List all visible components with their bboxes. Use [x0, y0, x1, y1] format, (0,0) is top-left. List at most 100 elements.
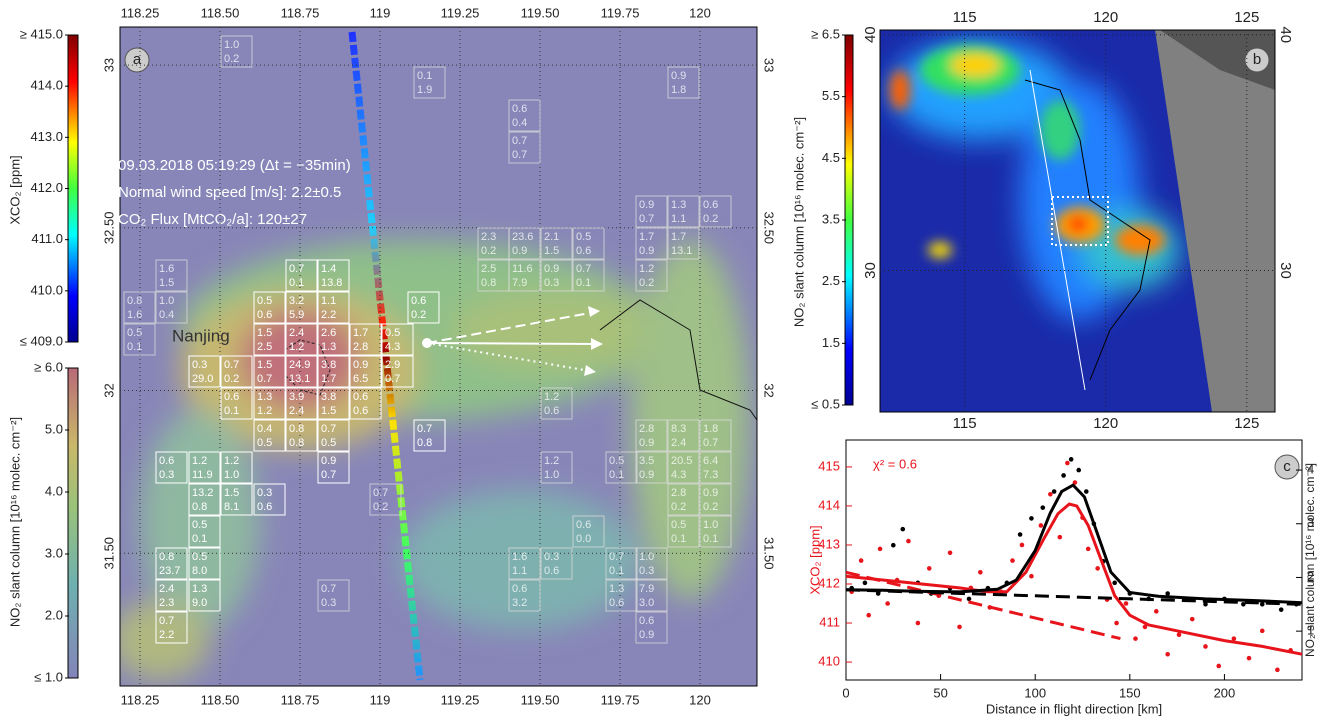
grid-cell: 0.70.7	[508, 131, 541, 164]
y-tick-label: 40	[1277, 26, 1294, 43]
cell-value: 0.7	[417, 423, 432, 435]
cell-value: 0.6	[512, 583, 527, 595]
cell-box	[540, 227, 573, 260]
cell-value: 0.3	[192, 359, 207, 371]
y-tick-label: 32	[762, 383, 777, 397]
data-point	[947, 550, 953, 556]
x-tick-label: 119	[370, 5, 391, 20]
cell-box	[572, 515, 605, 548]
cell-box	[317, 451, 350, 484]
cell-value: 0.3	[639, 565, 654, 577]
wind-arrows	[422, 306, 603, 376]
cell-value: 0.9	[353, 359, 368, 371]
data-point	[1165, 651, 1170, 657]
cell-value: 0.5	[671, 519, 686, 531]
cell-value: 1.7	[639, 231, 654, 243]
cell-box	[349, 387, 382, 420]
cell-value: 1.5	[321, 405, 336, 417]
grid-cell: 0.60.4	[508, 99, 541, 132]
cell-box	[155, 259, 188, 292]
cell-box	[123, 323, 156, 356]
cell-box	[540, 451, 573, 484]
data-point	[877, 546, 883, 552]
grid-cell: 0.90.7	[635, 195, 668, 228]
grid-cell: 0.80.8	[285, 419, 318, 452]
grid-cell: 1.58.1	[220, 483, 253, 516]
cell-value: 23.6	[512, 231, 533, 243]
cell-box	[667, 195, 700, 228]
cell-value: 0.9	[321, 455, 336, 467]
data-point	[1123, 601, 1129, 606]
cell-box	[605, 451, 638, 484]
cell-value: 7.3	[703, 469, 718, 481]
y2-tick-label: 4	[1307, 462, 1314, 477]
colorbar	[67, 367, 79, 679]
cell-value: 0.8	[127, 295, 142, 307]
x-tick-label: 119.25	[441, 5, 480, 20]
map-b-frame	[879, 29, 1276, 413]
fit-line	[845, 570, 1121, 641]
cell-value: 0.1	[703, 533, 718, 545]
data-point	[1029, 573, 1034, 579]
cell-box	[508, 259, 541, 292]
grid-cell: 0.72.2	[155, 611, 188, 644]
grid-cell: 0.90.7	[317, 451, 350, 484]
panel-badge	[1274, 454, 1300, 480]
cell-box	[317, 387, 350, 420]
cell-value: 0.6	[576, 245, 591, 257]
colorbar-tick-label: 410.0	[30, 282, 63, 297]
data-point	[1259, 601, 1265, 607]
panel-label: a	[133, 51, 142, 68]
colorbar-label: NO₂ slant column [10¹⁶ molec. cm⁻²]	[7, 417, 22, 627]
data-point	[1010, 558, 1015, 563]
cell-box	[635, 195, 668, 228]
cell-value: 1.0	[224, 39, 239, 51]
data-point	[1142, 624, 1148, 630]
grid-cell: 1.31.1	[667, 195, 700, 228]
cell-value: 2.4	[289, 327, 304, 339]
cell-box	[285, 355, 318, 388]
grid-cell: 1.21.0	[540, 451, 573, 484]
cell-value: 1.3	[257, 391, 272, 403]
cell-value: 13.1	[289, 373, 310, 385]
cell-value: 0.9	[671, 70, 686, 82]
cell-box	[155, 451, 188, 484]
cell-box	[220, 387, 253, 420]
annotation: Normal wind speed [m/s]: 2.2±0.5	[118, 184, 341, 201]
grid-cell: 1.70.9	[635, 227, 668, 260]
cell-value: 2.3	[159, 597, 174, 609]
cell-box	[155, 547, 188, 580]
cell-box	[285, 291, 318, 324]
grid-cell: 2.41.2	[285, 323, 318, 356]
y-tick-label: 413	[818, 536, 840, 551]
y-tick-label: 412	[818, 575, 840, 590]
x-tick-label: 120	[689, 5, 711, 20]
cell-value: 0.6	[639, 615, 654, 627]
cell-value: 0.9	[639, 469, 654, 481]
x-tick-label: 119	[370, 692, 391, 707]
cell-box	[349, 323, 382, 356]
cell-value: 0.6	[576, 519, 591, 531]
cell-value: 0.9	[512, 245, 527, 257]
cell-value: 0.5	[321, 437, 336, 449]
cell-box	[540, 259, 573, 292]
cell-box	[572, 227, 605, 260]
data-point	[891, 542, 896, 548]
cell-value: 3.9	[289, 391, 304, 403]
cell-value: 0.6	[159, 455, 174, 467]
data-point	[1019, 542, 1025, 548]
cell-box	[699, 515, 732, 548]
grid-cell: 2.30.2	[477, 227, 510, 260]
cell-value: 24.9	[289, 359, 310, 371]
grid-cell: 0.70.1	[605, 547, 638, 580]
colorbar-tick-label: 2.0	[45, 607, 63, 622]
cell-box	[285, 419, 318, 452]
cell-value: 0.2	[703, 213, 718, 225]
cell-value: 0.7	[609, 551, 624, 563]
place-label: Nanjing	[172, 326, 230, 345]
cell-box	[699, 483, 732, 516]
data-point	[1133, 636, 1138, 641]
grid-cell: 0.30.6	[253, 483, 286, 516]
cell-value: 0.2	[411, 309, 426, 321]
grid-cell: 0.11.9	[413, 66, 446, 99]
